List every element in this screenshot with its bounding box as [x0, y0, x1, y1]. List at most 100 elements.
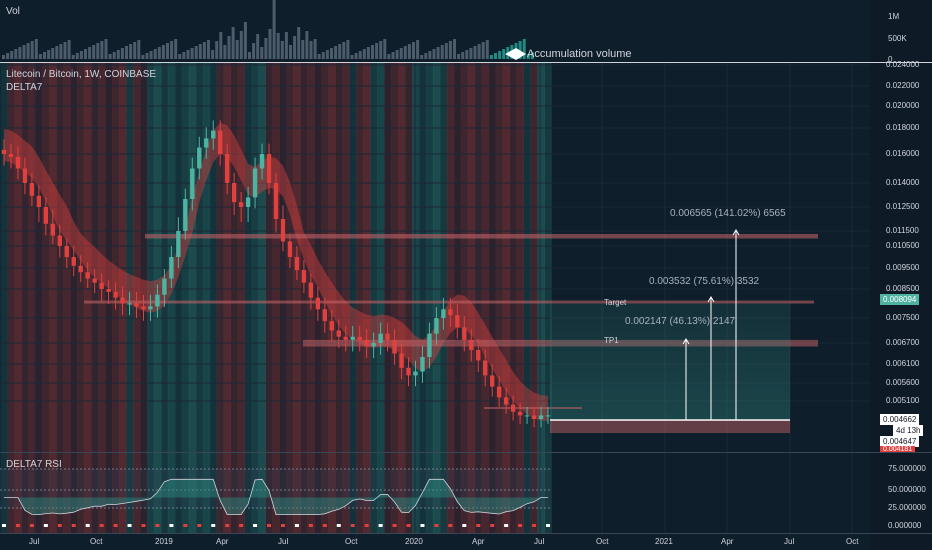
rsi-signal-dot	[518, 524, 523, 527]
volume-bar	[473, 46, 477, 59]
volume-bar	[338, 44, 342, 59]
rsi-signal-dot	[155, 524, 160, 527]
volume-bar	[38, 54, 42, 59]
volume-bar	[153, 49, 157, 59]
rsi-signal-dot	[322, 524, 327, 527]
volume-bar	[227, 36, 231, 59]
volume-bar	[321, 52, 325, 59]
signal-band	[377, 63, 385, 533]
signal-band	[530, 63, 538, 533]
candle-body	[315, 297, 321, 310]
candle-body	[343, 336, 348, 340]
volume-bar	[190, 48, 194, 59]
candle-body	[441, 309, 446, 318]
signal-band	[363, 63, 371, 533]
indicator-label[interactable]: DELTA7	[6, 82, 43, 93]
volume-bar	[375, 43, 379, 59]
rsi-fill	[4, 479, 548, 515]
price-tick: 0.010500	[886, 241, 920, 250]
volume-bar	[272, 0, 276, 59]
price-tick: 0.005600	[886, 378, 920, 387]
volume-bar	[84, 49, 87, 59]
rsi-signal-dot	[141, 524, 146, 527]
signal-band	[293, 63, 301, 533]
volume-bar	[412, 42, 415, 59]
volume-bar	[182, 52, 186, 59]
volume-bar	[34, 39, 38, 59]
target-zone	[84, 300, 814, 304]
signal-band	[412, 63, 420, 533]
signal-band	[258, 63, 266, 533]
candle-body	[78, 265, 83, 273]
volume-tick: 0	[888, 55, 893, 64]
candle-body	[413, 371, 418, 376]
volume-bar	[231, 27, 235, 59]
candle-body	[378, 333, 383, 343]
price-tick: 0.008500	[886, 284, 920, 293]
candle-body	[238, 202, 244, 207]
entry-zone	[550, 420, 790, 433]
candle-body	[176, 231, 181, 257]
signal-band	[167, 63, 176, 533]
volume-bar	[260, 47, 264, 59]
volume-bar	[207, 40, 210, 59]
symbol-title[interactable]: Litecoin / Bitcoin, 1W, COINBASE	[6, 69, 157, 80]
volume-bar	[30, 41, 34, 59]
time-tick: 2019	[155, 537, 173, 546]
volume-bar	[522, 39, 526, 59]
volume-bar	[453, 39, 456, 59]
volume-bar	[92, 45, 96, 59]
volume-bar	[170, 41, 174, 59]
volume-bar	[75, 53, 79, 59]
candle-body	[371, 343, 376, 347]
volume-bar	[43, 52, 46, 59]
volume-bar	[63, 42, 67, 59]
arrow-head-icon	[707, 296, 715, 303]
ribbon-area	[4, 122, 548, 422]
rsi-label[interactable]: DELTA7 RSI	[6, 459, 62, 470]
volume-bar	[6, 53, 10, 59]
candle-body	[36, 195, 42, 207]
volume-bar	[334, 46, 338, 59]
candle-body	[64, 246, 69, 257]
candle-body	[92, 278, 97, 283]
rsi-signal-dot	[197, 524, 202, 527]
volume-bar	[424, 53, 428, 59]
candle-body	[538, 415, 544, 419]
rsi-signal-dot	[476, 524, 481, 527]
rsi-tick: 50.000000	[888, 485, 926, 494]
signal-band	[349, 63, 357, 533]
signal-band	[272, 63, 280, 533]
signal-band	[405, 63, 413, 533]
signal-bands	[0, 63, 552, 533]
signal-band	[56, 63, 64, 533]
signal-band	[286, 63, 294, 533]
signal-band	[70, 63, 78, 533]
price-tick: 0.005100	[886, 396, 920, 405]
measure-tools	[682, 229, 740, 420]
volume-bar	[383, 39, 387, 59]
signal-band	[537, 63, 545, 533]
candle-body	[399, 353, 404, 368]
price-tick: 0.009500	[886, 263, 920, 272]
candle-body	[106, 289, 111, 292]
volume-bar	[371, 45, 374, 59]
rsi-signal-dot	[57, 524, 62, 527]
signal-band	[509, 63, 518, 533]
candle-body	[420, 357, 425, 372]
rsi-signal-dot	[2, 524, 6, 527]
time-tick: Oct	[596, 537, 609, 546]
candle-body	[476, 350, 481, 361]
volume-bar	[387, 54, 391, 59]
volume-bar	[215, 41, 219, 59]
rsi-signal-dot	[546, 524, 550, 527]
rsi-signal-dot	[99, 524, 104, 527]
zones	[84, 234, 818, 433]
volume-bar	[391, 52, 395, 59]
volume-bar	[22, 45, 26, 59]
signal-band	[265, 63, 273, 533]
signal-band	[14, 63, 22, 533]
volume-bar	[129, 44, 133, 59]
candle-body	[496, 386, 502, 398]
